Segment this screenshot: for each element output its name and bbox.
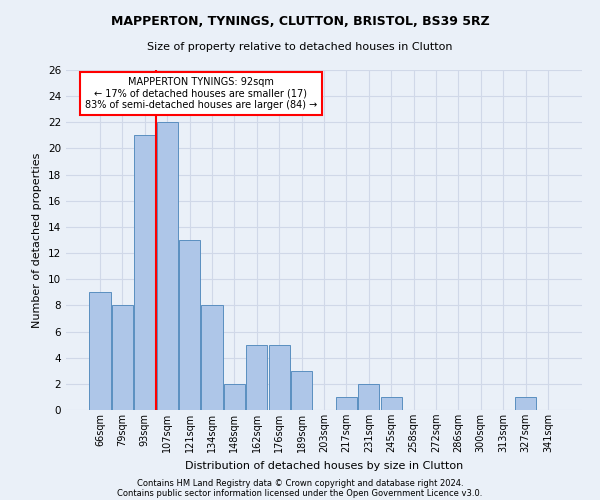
Bar (291, 371, 312, 410)
Bar (336, 397, 357, 410)
Y-axis label: Number of detached properties: Number of detached properties (32, 152, 43, 328)
Text: Contains HM Land Registry data © Crown copyright and database right 2024.: Contains HM Land Registry data © Crown c… (137, 478, 463, 488)
Bar (380, 397, 402, 410)
Bar (157, 122, 178, 410)
Text: Contains public sector information licensed under the Open Government Licence v3: Contains public sector information licen… (118, 488, 482, 498)
Bar (269, 344, 290, 410)
Bar (134, 136, 155, 410)
Text: Size of property relative to detached houses in Clutton: Size of property relative to detached ho… (147, 42, 453, 52)
Bar (515, 397, 536, 410)
Bar (224, 384, 245, 410)
X-axis label: Distribution of detached houses by size in Clutton: Distribution of detached houses by size … (185, 460, 463, 470)
Bar (89, 292, 111, 410)
Text: MAPPERTON TYNINGS: 92sqm
← 17% of detached houses are smaller (17)
83% of semi-d: MAPPERTON TYNINGS: 92sqm ← 17% of detach… (85, 76, 317, 110)
Bar (112, 306, 133, 410)
Bar (358, 384, 379, 410)
Bar (202, 306, 223, 410)
Bar (179, 240, 200, 410)
Bar (246, 344, 268, 410)
Text: MAPPERTON, TYNINGS, CLUTTON, BRISTOL, BS39 5RZ: MAPPERTON, TYNINGS, CLUTTON, BRISTOL, BS… (110, 15, 490, 28)
